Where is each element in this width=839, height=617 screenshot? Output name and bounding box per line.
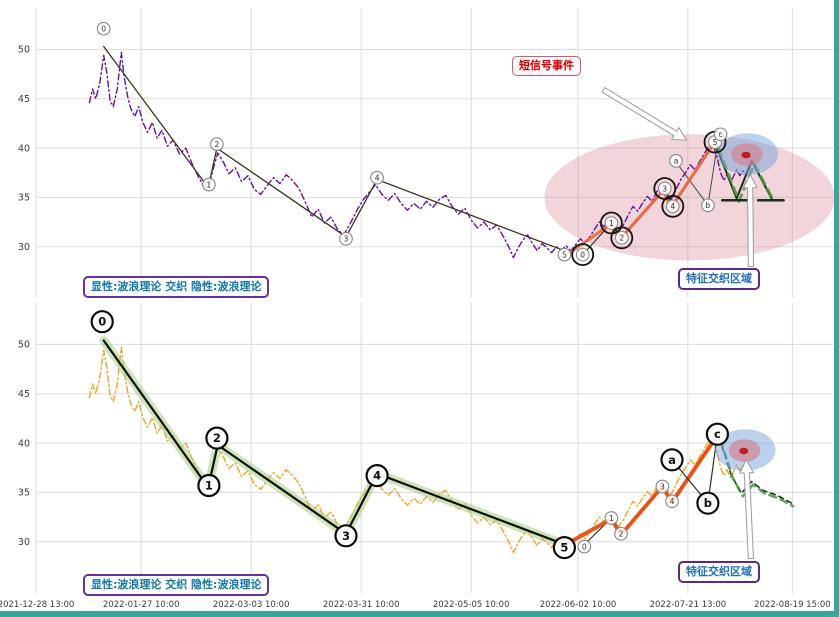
wave-marker-label: 0	[582, 542, 587, 551]
y-tick-label: 50	[18, 340, 30, 351]
wave-marker-label: a	[674, 157, 679, 166]
wave-marker-ring	[661, 194, 685, 218]
legend-label-lower: 显性:波浪理论 交织 隐性:波浪理论	[83, 574, 270, 596]
window-edge-bottom	[0, 611, 839, 617]
wave-marker-label: 4	[670, 202, 675, 211]
wave-marker-label: 4	[375, 174, 380, 183]
wave-marker	[660, 448, 684, 472]
wave-marker	[557, 247, 572, 262]
x-tick-label: 2022-03-31 10:00	[323, 600, 400, 610]
x-tick-label: 2022-07-21 13:00	[650, 600, 727, 610]
y-tick-label: 45	[18, 94, 30, 105]
wave-marker-label: 3	[344, 235, 349, 244]
wave-marker-label: 5	[560, 541, 568, 555]
y-tick-label: 40	[18, 143, 30, 154]
wave-marker-ring	[571, 243, 595, 267]
y-tick-label: 35	[18, 488, 30, 499]
wave-marker-label: 4	[670, 497, 675, 506]
y-tick-label: 45	[18, 389, 30, 400]
wave-marker	[665, 494, 679, 509]
x-tick-label: 2022-08-19 15:00	[754, 600, 831, 610]
wave-marker	[552, 535, 577, 560]
wave-marker-label: 5	[713, 138, 718, 147]
wave-marker-label: 1	[205, 479, 213, 493]
wave-marker-label: 1	[609, 514, 614, 523]
window-edge-right	[834, 0, 839, 617]
y-tick-label: 35	[18, 193, 30, 204]
wave-marker	[705, 422, 730, 446]
wave-marker	[614, 526, 628, 541]
wave-marker-label: 3	[342, 529, 350, 543]
x-tick-label: 2022-03-03 10:00	[213, 600, 290, 610]
wave-marker-label: 4	[373, 469, 381, 483]
signal-event-label: 短信号事件	[512, 56, 581, 76]
wave-marker	[669, 154, 683, 168]
wave-marker-label: 3	[660, 482, 665, 491]
wave-marker	[701, 198, 715, 213]
series-wave-decline	[103, 45, 566, 252]
wave-marker	[696, 491, 720, 515]
x-tick-label: 2021-12-28 13:00	[0, 600, 74, 610]
wave-marker-label: 5	[562, 250, 567, 259]
wave-marker	[604, 511, 619, 525]
wave-marker	[202, 177, 216, 192]
feature-region-arrow	[739, 458, 755, 560]
target-zone-dot	[739, 447, 749, 455]
wave-marker	[604, 216, 619, 230]
x-tick-label: 2022-06-02 10:00	[540, 600, 617, 610]
signal-event-arrow	[601, 86, 688, 141]
wave-marker	[334, 524, 358, 548]
wave-marker-label: 1	[609, 219, 614, 228]
wave-marker	[658, 181, 672, 196]
wave-marker-label: 0	[580, 250, 585, 259]
wave-marker	[205, 426, 229, 450]
series-projection-green	[719, 438, 795, 508]
wave-marker-label: c	[719, 130, 723, 139]
wave-marker	[666, 199, 680, 214]
wave-marker	[210, 137, 224, 151]
x-tick-label: 2022-01-27 10:00	[103, 600, 180, 610]
wave-marker	[365, 464, 389, 488]
wave-marker-label: 2	[619, 234, 624, 243]
wave-marker	[577, 539, 592, 554]
legend-label-upper: 显性:波浪理论 交织 隐性:波浪理论	[83, 276, 270, 298]
feature-region-arrow	[742, 173, 758, 268]
wave-marker	[655, 479, 670, 494]
wave-marker	[370, 170, 384, 185]
series-wave-decline	[102, 339, 567, 546]
y-tick-label: 50	[18, 45, 30, 56]
wave-marker-label: c	[714, 427, 721, 441]
wave-marker	[575, 247, 590, 262]
wave-marker-label: b	[706, 201, 711, 210]
feature-region-label-lower: 特征交织区域	[678, 561, 760, 583]
series-impulse	[563, 433, 720, 547]
x-tick-label: 2022-05-05 10:00	[433, 600, 510, 610]
wave-marker	[90, 310, 114, 334]
target-zone-dot	[741, 151, 751, 159]
wave-marker	[713, 127, 728, 142]
feature-region-label-upper: 特征交织区域	[678, 268, 760, 290]
series-price	[88, 346, 747, 554]
wave-marker	[197, 473, 221, 498]
wave-marker-label: 1	[207, 180, 212, 189]
wave-marker-label: 2	[619, 530, 624, 539]
wave-marker	[96, 21, 111, 36]
wave-marker-label: a	[668, 453, 676, 467]
wave-marker-label: 2	[213, 431, 221, 445]
wave-marker	[615, 231, 629, 245]
y-tick-label: 30	[18, 242, 30, 253]
wave-marker-label: 3	[662, 184, 667, 193]
wave-marker-label: b	[704, 496, 712, 510]
wave-marker-label: 2	[215, 140, 220, 149]
wave-marker	[339, 231, 353, 246]
wave-marker-ring	[610, 226, 634, 250]
y-tick-label: 40	[18, 438, 30, 449]
y-tick-label: 30	[18, 537, 30, 548]
wave-marker-label: 0	[101, 25, 106, 34]
wave-marker-label: 0	[98, 315, 106, 329]
